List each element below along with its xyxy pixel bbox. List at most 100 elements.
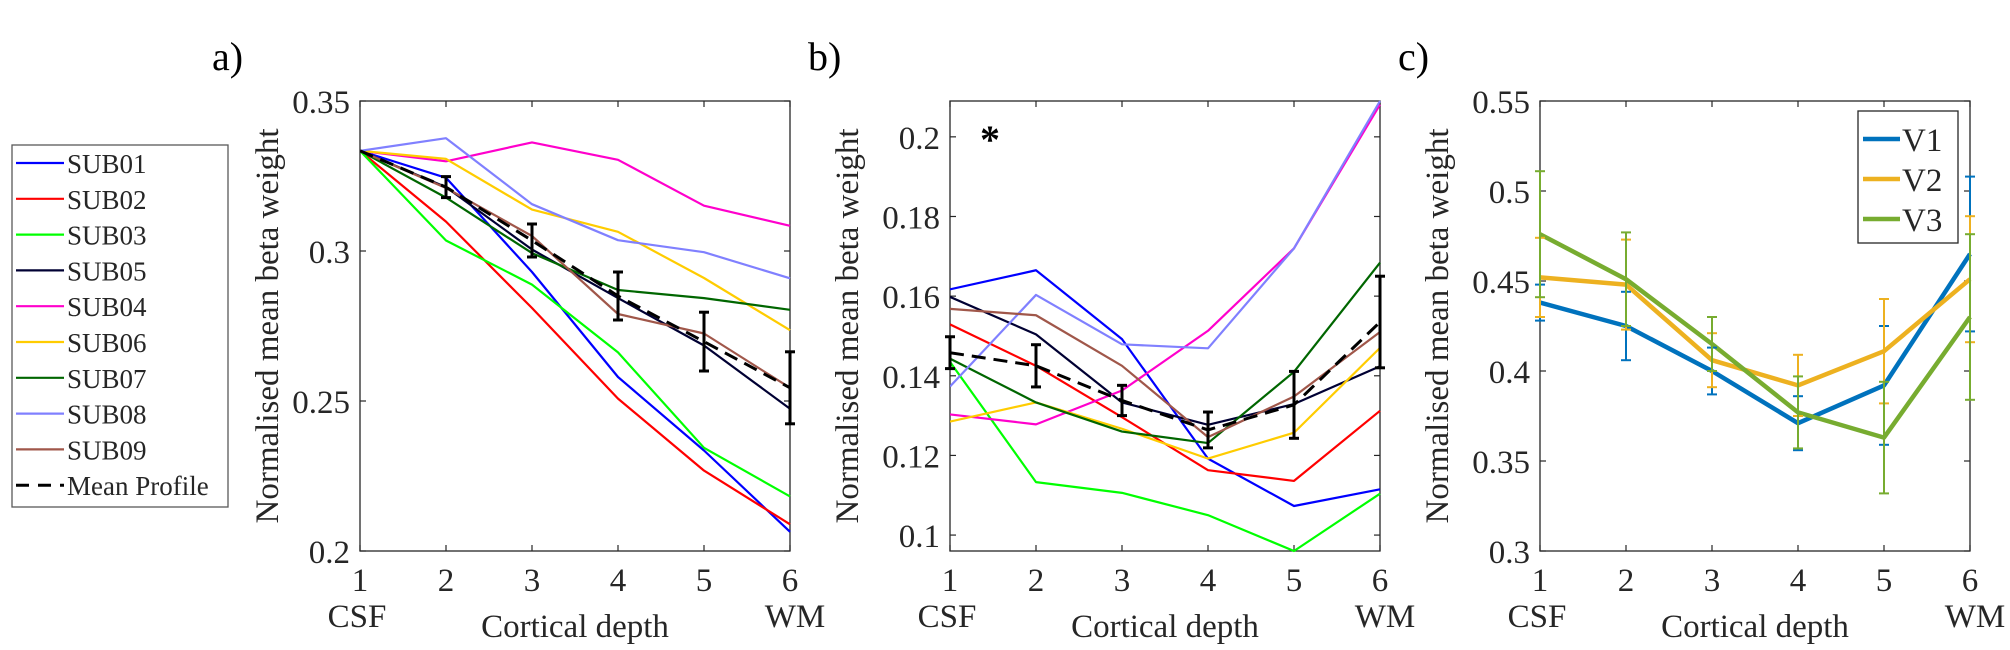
error-bar-mean-profile <box>1031 343 1041 389</box>
panel-label: c) <box>1398 34 1429 79</box>
legend-item-sub04: SUB04 <box>16 292 147 322</box>
subject-legend: SUB01 SUB02 SUB03 SUB05 SUB04 SUB06 SUB07 SUB08… <box>11 144 229 508</box>
error-bar-mean-profile <box>1203 410 1213 450</box>
plot-area <box>950 100 1382 553</box>
legend-box <box>11 144 229 508</box>
legend-item-mean-profile: Mean Profile <box>16 471 209 501</box>
legend-item-sub01: SUB01 <box>16 149 147 179</box>
error-bar-v3 <box>1621 231 1631 327</box>
legend-label: V1 <box>1902 123 1942 159</box>
panel-c: c) 0.3 0.35 0.4 0.45 0.5 0.55 1 2 3 4 5 6 CSF WM Cortic… <box>1398 34 2005 645</box>
error-bar-v3 <box>1707 316 1717 372</box>
series-line-sub09 <box>950 307 1381 439</box>
error-bar-mean-profile <box>1375 274 1385 370</box>
y-axis-label: Normalised mean beta weight <box>250 129 286 524</box>
y-tick-label: 0.35 <box>292 85 350 121</box>
y-tick-label: 0.25 <box>292 385 350 421</box>
series-line-v3 <box>1540 232 1972 440</box>
legend-label: Mean Profile <box>67 471 209 501</box>
legend-label: SUB04 <box>67 292 147 322</box>
series-line-sub05 <box>950 295 1381 426</box>
series-line-sub08 <box>950 100 1381 388</box>
legend-item-sub03: SUB03 <box>16 221 147 251</box>
x-end-label-wm: WM <box>1945 599 2006 635</box>
x-axis-label: Cortical depth <box>1661 609 1849 645</box>
legend-item-sub05: SUB05 <box>16 256 147 286</box>
x-tick-label: 6 <box>782 563 799 599</box>
y-tick-label: 0.55 <box>1472 85 1530 121</box>
x-end-label-csf: CSF <box>1508 599 1567 635</box>
legend-item-sub07: SUB07 <box>16 364 147 394</box>
series-line-sub04 <box>360 141 791 227</box>
series-line-v1 <box>1540 252 1972 426</box>
error-bar-mean-profile <box>527 222 537 259</box>
series-line-sub07 <box>360 149 791 311</box>
series-line-sub01 <box>950 269 1381 508</box>
legend-label: V3 <box>1902 203 1942 239</box>
region-legend: V1 V2 V3 <box>1857 110 1959 244</box>
series-line-sub01 <box>360 149 791 533</box>
axes-box <box>949 100 1381 552</box>
legend-label: SUB09 <box>67 435 147 465</box>
y-axis-label: Normalised mean beta weight <box>830 129 866 524</box>
x-tick-label: 3 <box>524 563 541 599</box>
series-line-sub06 <box>360 149 791 332</box>
significance-asterisk: * <box>980 117 1000 162</box>
legend-item-sub06: SUB06 <box>16 328 147 358</box>
x-tick-label: 1 <box>352 563 369 599</box>
error-bar-mean-profile <box>1117 383 1127 418</box>
series-line-sub02 <box>360 149 791 526</box>
plot-area <box>360 137 791 533</box>
error-bar-mean-profile <box>441 175 451 200</box>
legend-item-v1: V1 <box>1863 123 1942 159</box>
x-tick-label: 1 <box>942 563 959 599</box>
legend-label: SUB06 <box>67 328 147 358</box>
y-tick-label: 0.2 <box>899 121 940 157</box>
series-line-mean-profile <box>950 320 1382 432</box>
x-tick-label: 4 <box>610 563 627 599</box>
x-tick-label: 5 <box>1286 563 1303 599</box>
y-tick-label: 0.1 <box>899 519 940 555</box>
x-tick-label: 2 <box>1028 563 1045 599</box>
legend-item-v2: V2 <box>1863 163 1942 199</box>
error-bar-mean-profile <box>1289 369 1299 440</box>
x-tick-label: 4 <box>1200 563 1217 599</box>
series-line-sub08 <box>360 137 791 280</box>
x-end-label-wm: WM <box>765 599 826 635</box>
error-bar-mean-profile <box>945 335 955 371</box>
x-tick-label: 2 <box>438 563 455 599</box>
x-tick-label: 6 <box>1372 563 1389 599</box>
y-tick-label: 0.35 <box>1472 445 1530 481</box>
y-axis-label: Normalised mean beta weight <box>1420 129 1456 524</box>
y-tick-label: 0.16 <box>882 280 940 316</box>
x-end-label-csf: CSF <box>328 599 387 635</box>
panel-label: a) <box>212 34 243 79</box>
error-bar-mean-profile <box>785 350 795 426</box>
y-tick-label: 0.12 <box>882 439 940 475</box>
panel-b: b) 0.1 0.12 0.14 0.16 0.18 0.2 1 2 3 4 5 6 CSF WM Corti… <box>808 34 1415 645</box>
x-end-label-wm: WM <box>1355 599 1416 635</box>
series-line-v2 <box>1540 275 1972 388</box>
y-tick-label: 0.45 <box>1472 265 1530 301</box>
legend-label: V2 <box>1902 163 1942 199</box>
plot-area <box>1540 232 1972 440</box>
error-bar-v3 <box>1965 233 1975 401</box>
y-tick-label: 0.3 <box>1489 535 1530 571</box>
x-tick-label: 1 <box>1532 563 1549 599</box>
series-line-mean-profile <box>360 149 791 390</box>
error-bar-mean-profile <box>613 270 623 322</box>
x-tick-label: 4 <box>1790 563 1807 599</box>
y-tick-label: 0.5 <box>1489 175 1530 211</box>
legend-label: SUB02 <box>67 185 147 215</box>
error-bar-v3 <box>1535 170 1545 299</box>
series-line-sub03 <box>360 150 791 498</box>
x-tick-label: 3 <box>1114 563 1131 599</box>
y-tick-label: 0.3 <box>309 235 350 271</box>
x-tick-label: 5 <box>696 563 713 599</box>
y-tick-label: 0.4 <box>1489 355 1530 391</box>
legend-label: SUB07 <box>67 364 147 394</box>
error-bar-v3 <box>1879 380 1889 495</box>
y-tick-label: 0.2 <box>309 535 350 571</box>
